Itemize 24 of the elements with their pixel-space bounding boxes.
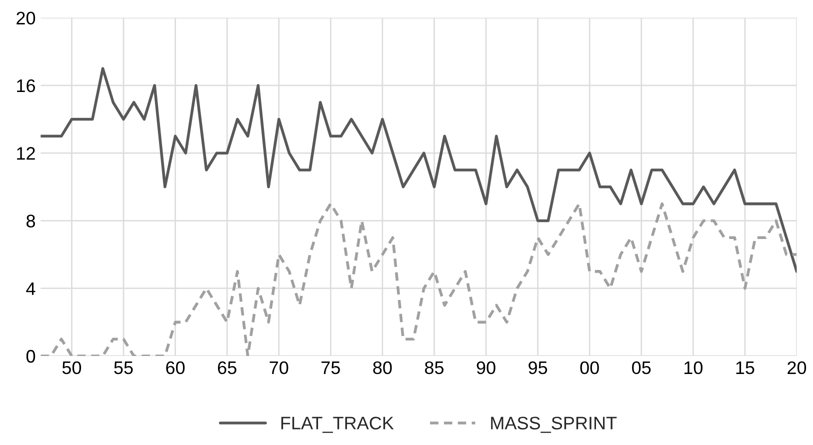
x-tick-label: 50 [62, 361, 82, 374]
x-tick-label: 05 [632, 361, 651, 374]
y-tick-label: 12 [17, 147, 35, 160]
x-tick-label: 60 [166, 361, 185, 374]
x-tick-label: 95 [528, 361, 548, 374]
y-tick-label: 16 [17, 79, 35, 92]
x-tick-label: 75 [322, 362, 340, 374]
x-tick-label: 15 [736, 362, 754, 374]
x-tick-label: 00 [580, 361, 599, 374]
x-tick-label: 85 [424, 361, 444, 374]
x-tick-label: 20 [788, 361, 806, 374]
y-tick-label: 20 [16, 12, 36, 25]
legend-label: MASS_SPRINT [491, 416, 617, 433]
x-tick-label: 90 [476, 361, 496, 374]
y-tick-label: 0 [26, 350, 36, 363]
x-tick-label: 65 [218, 361, 236, 374]
x-tick-label: 55 [114, 362, 133, 374]
y-tick-label: 8 [26, 214, 36, 228]
line-series [40, 67, 797, 273]
y-tick-label: 4 [26, 282, 36, 295]
x-tick-label: 10 [684, 361, 702, 374]
x-tick-label: 80 [373, 361, 392, 374]
legend-label: FLAT_TRACK [281, 416, 394, 433]
x-tick-label: 70 [270, 361, 288, 374]
